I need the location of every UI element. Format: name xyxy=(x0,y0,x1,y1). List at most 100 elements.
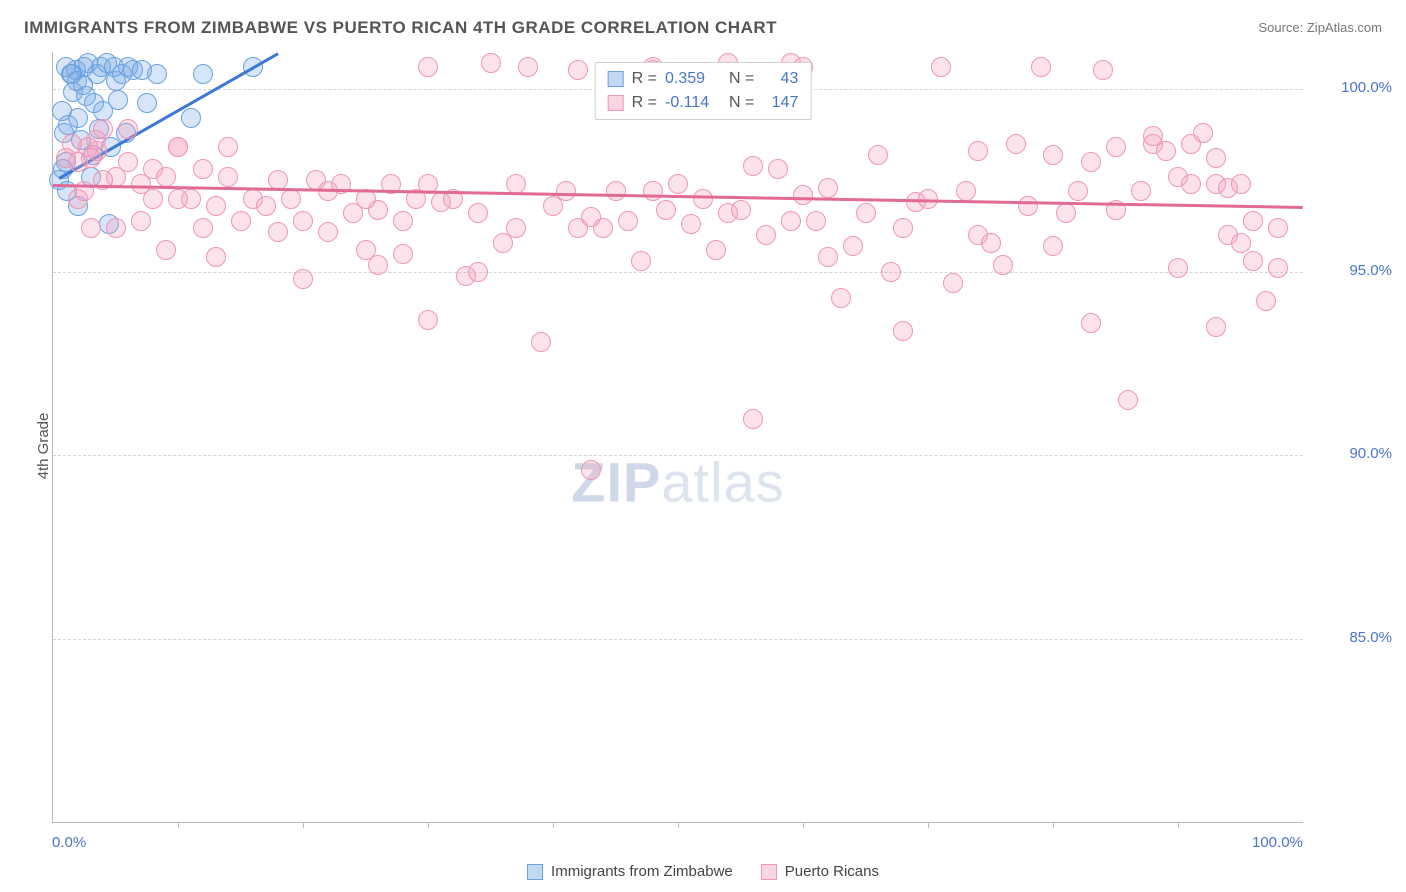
legend-row: R =-0.114N =147 xyxy=(608,91,799,115)
data-point xyxy=(618,211,638,231)
data-point xyxy=(108,90,128,110)
data-point xyxy=(1231,233,1251,253)
y-axis-label: 4th Grade xyxy=(35,413,52,480)
data-point xyxy=(668,174,688,194)
legend-swatch xyxy=(527,864,543,880)
data-point xyxy=(1006,134,1026,154)
data-point xyxy=(218,137,238,157)
source-prefix: Source: xyxy=(1258,20,1306,35)
data-point xyxy=(418,57,438,77)
data-point xyxy=(1206,317,1226,337)
data-point xyxy=(193,218,213,238)
data-point xyxy=(1056,203,1076,223)
data-point xyxy=(781,211,801,231)
data-point xyxy=(1268,258,1288,278)
y-tick-label: 100.0% xyxy=(1312,79,1392,96)
data-point xyxy=(181,189,201,209)
data-point xyxy=(593,218,613,238)
legend-swatch xyxy=(761,864,777,880)
data-point xyxy=(206,196,226,216)
source-line: Source: ZipAtlas.com xyxy=(1258,20,1382,35)
data-point xyxy=(156,240,176,260)
data-point xyxy=(206,247,226,267)
x-minor-tick xyxy=(553,822,554,828)
data-point xyxy=(268,222,288,242)
data-point xyxy=(631,251,651,271)
data-point xyxy=(856,203,876,223)
legend-swatch xyxy=(608,95,624,111)
data-point xyxy=(643,181,663,201)
data-point xyxy=(84,93,104,113)
x-minor-tick xyxy=(1178,822,1179,828)
data-point xyxy=(293,211,313,231)
data-point xyxy=(393,211,413,231)
data-point xyxy=(1106,137,1126,157)
data-point xyxy=(131,211,151,231)
data-point xyxy=(731,200,751,220)
data-point xyxy=(706,240,726,260)
data-point xyxy=(881,262,901,282)
data-point xyxy=(1256,291,1276,311)
legend-N-label: N = xyxy=(729,91,754,115)
data-point xyxy=(168,137,188,157)
data-point xyxy=(86,130,106,150)
x-minor-tick xyxy=(1053,822,1054,828)
data-point xyxy=(1068,181,1088,201)
data-point xyxy=(106,218,126,238)
watermark-part-b: atlas xyxy=(661,451,784,514)
data-point xyxy=(137,93,157,113)
data-point xyxy=(568,60,588,80)
data-point xyxy=(693,189,713,209)
data-point xyxy=(506,218,526,238)
data-point xyxy=(118,152,138,172)
legend-N-val: 43 xyxy=(762,67,798,91)
data-point xyxy=(581,460,601,480)
data-point xyxy=(531,332,551,352)
data-point xyxy=(52,101,72,121)
gridline-h xyxy=(53,455,1303,456)
data-point xyxy=(468,203,488,223)
correlation-legend: R =0.359N =43R =-0.114N =147 xyxy=(595,62,812,120)
data-point xyxy=(1093,60,1113,80)
legend-row: R =0.359N =43 xyxy=(608,67,799,91)
data-point xyxy=(793,185,813,205)
data-point xyxy=(156,167,176,187)
data-point xyxy=(1231,174,1251,194)
source-name: ZipAtlas.com xyxy=(1307,20,1382,35)
legend-swatch xyxy=(608,71,624,87)
data-point xyxy=(743,156,763,176)
x-minor-tick xyxy=(803,822,804,828)
legend-N-val: 147 xyxy=(762,91,798,115)
data-point xyxy=(1181,174,1201,194)
x-minor-tick xyxy=(678,822,679,828)
data-point xyxy=(606,181,626,201)
data-point xyxy=(1243,211,1263,231)
data-point xyxy=(418,310,438,330)
data-point xyxy=(656,200,676,220)
data-point xyxy=(756,225,776,245)
data-point xyxy=(806,211,826,231)
x-minor-tick xyxy=(428,822,429,828)
data-point xyxy=(843,236,863,256)
data-point xyxy=(1243,251,1263,271)
data-point xyxy=(1193,123,1213,143)
series-legend: Immigrants from Zimbabwe Puerto Ricans xyxy=(527,863,879,880)
data-point xyxy=(143,189,163,209)
data-point xyxy=(956,181,976,201)
data-point xyxy=(818,178,838,198)
y-tick-label: 90.0% xyxy=(1312,445,1392,462)
y-tick-label: 95.0% xyxy=(1312,262,1392,279)
data-point xyxy=(256,196,276,216)
data-point xyxy=(468,262,488,282)
data-point xyxy=(1206,148,1226,168)
data-point xyxy=(218,167,238,187)
data-point xyxy=(518,57,538,77)
data-point xyxy=(1143,126,1163,146)
data-point xyxy=(1031,57,1051,77)
data-point xyxy=(1131,181,1151,201)
data-point xyxy=(147,64,167,84)
legend-label: Puerto Ricans xyxy=(785,863,879,880)
legend-item: Immigrants from Zimbabwe xyxy=(527,863,733,880)
data-point xyxy=(368,255,388,275)
data-point xyxy=(1081,152,1101,172)
